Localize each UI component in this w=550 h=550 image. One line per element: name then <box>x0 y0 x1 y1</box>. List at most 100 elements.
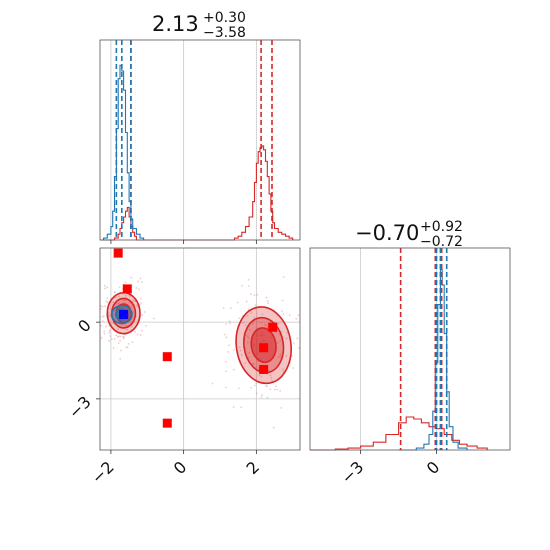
joint-sample-dot <box>108 329 111 332</box>
joint-sample-dot <box>103 287 106 290</box>
param1-title-minus: −3.58 <box>203 25 246 41</box>
param2-xtick-label-0: −3 <box>337 457 367 487</box>
joint-sample-dot <box>291 354 294 357</box>
joint-xtick-label-0: −2 <box>88 457 118 487</box>
joint-sample-dot <box>297 314 300 316</box>
joint-sample-dot <box>277 322 280 325</box>
joint-sample-dot <box>238 317 241 320</box>
joint-sample-dot <box>270 376 273 379</box>
joint-sample-dot <box>266 300 269 302</box>
param2-title-minus: −0.72 <box>420 234 463 250</box>
joint-sample-dot <box>285 355 288 357</box>
joint-sample-dot <box>110 338 113 341</box>
joint-sample-dot <box>261 313 264 316</box>
joint-sample-dot <box>233 348 235 351</box>
joint-sample-dot <box>129 301 131 304</box>
joint-sample-dot <box>96 286 98 288</box>
joint-sample-dot <box>229 322 231 325</box>
joint-sample-dot <box>124 294 127 297</box>
joint-red-marker-4 <box>162 418 172 428</box>
joint-sample-dot <box>257 367 260 369</box>
joint-sample-dot <box>141 281 143 284</box>
joint-sample-dot <box>279 389 282 392</box>
joint-sample-dot <box>141 313 143 316</box>
joint-sample-dot <box>248 352 251 354</box>
joint-sample-dot <box>106 297 109 299</box>
joint-sample-dot <box>249 328 252 331</box>
joint-panel: −2 0 2 −3 0 <box>65 247 301 488</box>
joint-sample-dot <box>122 299 125 302</box>
joint-sample-dot <box>225 370 228 373</box>
joint-sample-dot <box>141 329 143 332</box>
joint-sample-dot <box>269 388 272 391</box>
joint-sample-dot <box>124 299 127 302</box>
joint-sample-dot <box>281 299 284 302</box>
joint-sample-dot <box>118 295 120 298</box>
joint-sample-dot <box>292 367 295 369</box>
joint-sample-dot <box>272 426 275 429</box>
joint-red-marker-1 <box>122 284 132 294</box>
joint-sample-dot <box>95 340 97 342</box>
joint-sample-dot <box>228 320 231 323</box>
joint-sample-dot <box>123 337 125 340</box>
joint-sample-dot <box>253 294 256 297</box>
joint-sample-dot <box>104 305 106 308</box>
joint-blue-marker-0 <box>119 309 129 319</box>
joint-sample-dot <box>135 287 138 289</box>
joint-sample-dot <box>140 302 142 304</box>
marginal-param2-panel: −3 0 <box>309 247 511 488</box>
joint-sample-dot <box>127 342 130 345</box>
joint-sample-dot <box>247 308 250 311</box>
joint-sample-dot <box>117 328 119 331</box>
joint-sample-dot <box>136 333 139 336</box>
joint-sample-dot <box>125 325 128 327</box>
joint-sample-dot <box>281 310 283 312</box>
param2-title: −0.70 <box>355 221 419 245</box>
joint-red-marker-7 <box>259 364 269 374</box>
joint-sample-dot <box>227 350 229 353</box>
joint-red-marker-0 <box>113 248 123 258</box>
joint-sample-dot <box>255 382 258 385</box>
joint-sample-dot <box>247 336 250 339</box>
joint-sample-dot <box>246 315 249 317</box>
joint-sample-dot <box>296 337 299 340</box>
joint-sample-dot <box>119 357 122 360</box>
joint-sample-dot <box>100 325 102 327</box>
joint-sample-dot <box>130 276 133 279</box>
joint-sample-dot <box>246 335 249 338</box>
joint-sample-dot <box>282 276 285 279</box>
joint-sample-dot <box>100 305 102 307</box>
joint-frame <box>99 247 301 451</box>
joint-sample-dot <box>133 331 136 333</box>
joint-sample-dot <box>236 301 239 304</box>
joint-sample-dot <box>101 316 104 319</box>
joint-sample-dot <box>131 341 134 344</box>
joint-sample-dot <box>263 324 266 326</box>
joint-sample-dot <box>240 354 243 356</box>
joint-sample-dot <box>112 347 115 349</box>
joint-red-marker-5 <box>268 322 278 332</box>
joint-sample-dot <box>250 312 253 314</box>
joint-sample-dot <box>282 368 284 371</box>
joint-sample-dot <box>298 347 300 349</box>
joint-sample-dot <box>270 380 273 382</box>
joint-sample-dot <box>100 336 103 339</box>
joint-sample-dot <box>106 286 109 289</box>
joint-sample-dot <box>124 281 127 284</box>
joint-sample-dot <box>286 331 289 334</box>
joint-sample-dot <box>239 349 242 352</box>
joint-sample-dot <box>260 321 263 324</box>
joint-sample-dot <box>126 328 129 331</box>
joint-sample-dot <box>103 284 106 287</box>
joint-sample-dot <box>253 363 255 366</box>
joint-sample-dot <box>251 323 254 325</box>
joint-sample-dot <box>245 300 248 303</box>
joint-sample-dot <box>279 355 282 358</box>
joint-sample-dot <box>102 314 105 317</box>
joint-sample-dot <box>266 324 268 326</box>
joint-sample-dot <box>139 277 142 280</box>
joint-sample-dot <box>145 324 147 327</box>
joint-sample-dot <box>119 340 121 342</box>
joint-sample-dot <box>224 386 227 389</box>
